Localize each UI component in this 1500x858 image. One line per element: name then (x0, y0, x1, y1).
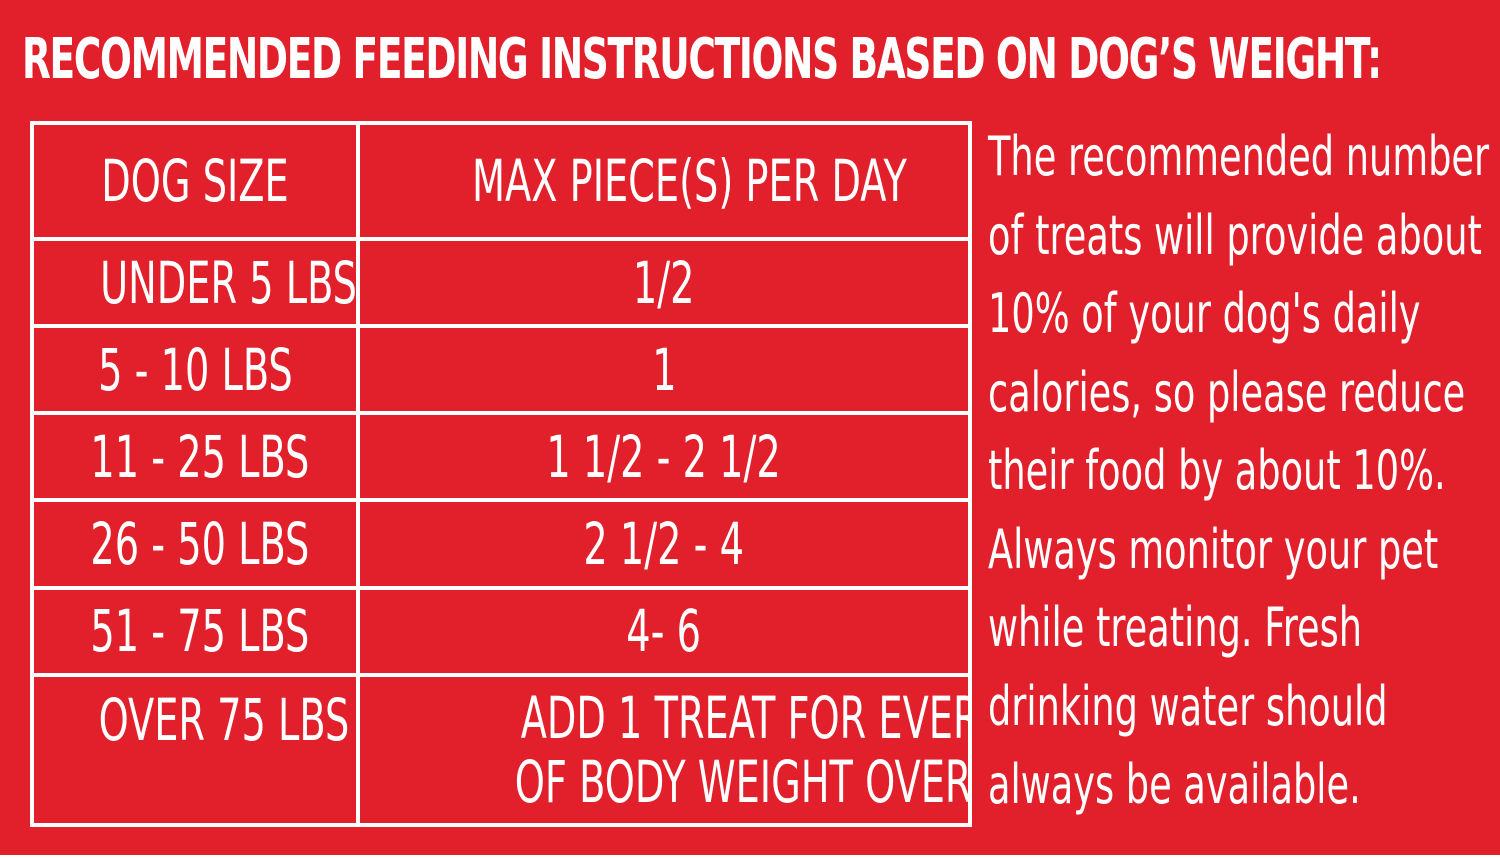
treat-note: The recommended number of treats will pr… (988, 118, 1490, 825)
table-header-row: DOG SIZE MAX PIECE(S) PER DAY (30, 120, 972, 242)
note-line: Always monitor your pet (988, 517, 1439, 581)
amount-cell: 1 (356, 324, 972, 416)
page-title: RECOMMENDED FEEDING INSTRUCTIONS BASED O… (22, 27, 1382, 92)
amount-cell: 1/2 (356, 237, 972, 329)
amount-cell: ADD 1 TREAT FOR EVERY 15 LBS OF BODY WEI… (356, 672, 972, 828)
amount-cell: 4- 6 (356, 585, 972, 677)
note-line: drinking water should (988, 674, 1388, 738)
amount-cell: 1 1/2 - 2 1/2 (356, 411, 972, 503)
note-line: while treating. Fresh (988, 596, 1363, 659)
header-dog-size: DOG SIZE (30, 120, 360, 242)
table-row: 51 - 75 LBS 4- 6 (30, 585, 972, 677)
note-line: 10% of your dog's daily (988, 282, 1421, 345)
dog-size-cell: 26 - 50 LBS (30, 498, 360, 590)
dog-size-cell: UNDER 5 LBS (30, 237, 360, 329)
dog-size-cell: 5 - 10 LBS (30, 324, 360, 416)
dog-size-cell: 11 - 25 LBS (30, 411, 360, 503)
table-row: 5 - 10 LBS 1 (30, 324, 972, 416)
dog-size-cell: OVER 75 LBS (30, 672, 360, 828)
dog-size-cell: 51 - 75 LBS (30, 585, 360, 677)
table-row: 26 - 50 LBS 2 1/2 - 4 (30, 498, 972, 590)
note-line: The recommended number (988, 125, 1490, 188)
amount-cell: 2 1/2 - 4 (356, 498, 972, 590)
table-row: 11 - 25 LBS 1 1/2 - 2 1/2 (30, 411, 972, 503)
note-line: always be available. (988, 753, 1361, 816)
note-line: their food by about 10%. (988, 439, 1446, 502)
note-line: calories, so please reduce (988, 360, 1466, 424)
table-row: UNDER 5 LBS 1/2 (30, 237, 972, 329)
header-max-pieces: MAX PIECE(S) PER DAY (356, 120, 972, 242)
table-row: OVER 75 LBS ADD 1 TREAT FOR EVERY 15 LBS… (30, 672, 972, 828)
feeding-table: DOG SIZE MAX PIECE(S) PER DAY UNDER 5 LB… (30, 120, 972, 828)
note-line: of treats will provide about (988, 203, 1482, 267)
